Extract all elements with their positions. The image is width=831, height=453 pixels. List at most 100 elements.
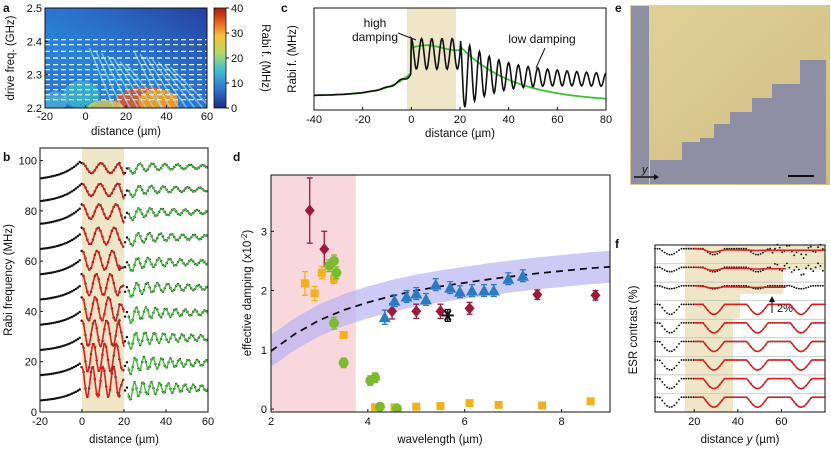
arrow-head-icon bbox=[654, 174, 659, 180]
x-tick-label: 0 bbox=[79, 416, 85, 428]
data-point-square bbox=[412, 402, 421, 411]
y-tick-label: 100 bbox=[19, 156, 37, 168]
x-tick-label: 20 bbox=[454, 114, 466, 126]
data-point-square bbox=[586, 397, 595, 406]
panel-f-shade-1 bbox=[685, 245, 825, 270]
fit-line-red bbox=[81, 296, 125, 322]
panel-e: e y bbox=[615, 1, 830, 185]
fit-line-red bbox=[694, 322, 825, 334]
y-tick-label: 2.4 bbox=[27, 36, 42, 48]
arrow-up-icon bbox=[769, 296, 775, 302]
data-point-star bbox=[443, 309, 452, 322]
colorbar-tick-label: 20 bbox=[231, 53, 243, 65]
panel-f-frame bbox=[654, 244, 826, 413]
y-tick-label: 2.5 bbox=[27, 3, 42, 15]
y-tick-label: 3 bbox=[261, 226, 267, 238]
heatmap-yellow-region bbox=[87, 100, 124, 108]
fit-line-green bbox=[127, 185, 208, 198]
data-point-diamond bbox=[435, 305, 446, 318]
x-tick-label: -20 bbox=[37, 111, 53, 123]
heatmap-streak bbox=[113, 58, 147, 108]
panel-d-frame bbox=[270, 174, 611, 413]
micrograph-stair-region bbox=[650, 60, 826, 184]
panel-b-ylabel: Rabi frequency (MHz) bbox=[3, 224, 15, 336]
fit-line-green bbox=[127, 282, 208, 298]
data-point-square bbox=[300, 279, 309, 288]
colorbar-label: Rabi f. (MHz) bbox=[259, 24, 271, 92]
data-point-triangle bbox=[410, 287, 423, 299]
panel-c-label: c bbox=[281, 1, 288, 15]
x-tick-label: 2 bbox=[268, 416, 274, 428]
heatmap-streak bbox=[163, 64, 204, 108]
data-point-triangle bbox=[444, 281, 457, 293]
panel-f-label: f bbox=[615, 237, 620, 251]
panel-d-model-line bbox=[271, 265, 610, 352]
y-tick-label: 60 bbox=[25, 256, 37, 268]
x-tick-label: 4 bbox=[365, 416, 371, 428]
panel-a-label: a bbox=[3, 1, 10, 15]
panel-e-label: e bbox=[615, 1, 622, 15]
data-point-square bbox=[494, 400, 503, 409]
x-tick-label: 40 bbox=[732, 416, 744, 428]
data-point-circle bbox=[328, 255, 339, 266]
panel-d-xlabel: wavelength (µm) bbox=[396, 434, 482, 446]
data-point-circle bbox=[391, 403, 402, 412]
data-point-triangle bbox=[400, 290, 413, 302]
x-tick-label: 0 bbox=[408, 114, 414, 126]
data-point-circle bbox=[338, 357, 349, 368]
fit-line-red bbox=[694, 396, 825, 408]
x-tick-label: 60 bbox=[551, 114, 563, 126]
data-point-square bbox=[465, 399, 474, 408]
fit-line-green bbox=[127, 356, 208, 376]
data-point-triangle bbox=[388, 294, 401, 306]
x-tick-label: 60 bbox=[201, 111, 213, 123]
panel-f-shade-4 bbox=[685, 318, 733, 412]
annotation-high-pointer bbox=[397, 32, 417, 41]
x-tick-label: 40 bbox=[160, 111, 172, 123]
fit-line-red bbox=[81, 203, 125, 224]
y-tick-label: 80 bbox=[25, 206, 37, 218]
fit-line-red bbox=[694, 303, 825, 316]
data-point-circle bbox=[331, 267, 342, 278]
data-point-triangle bbox=[453, 285, 466, 297]
data-point-circle bbox=[370, 372, 381, 383]
panel-f-xlabel: distance y (µm) bbox=[701, 434, 780, 446]
panel-b-xlabel: distance (µm) bbox=[89, 434, 159, 446]
panel-d-label: d bbox=[233, 150, 240, 164]
annotation-high-damping-2: damping bbox=[352, 30, 398, 44]
annotation-high-damping-1: high bbox=[364, 16, 387, 30]
fit-line-red bbox=[694, 340, 825, 353]
fit-line-red bbox=[81, 182, 125, 200]
panel-f: f 20 40 60 2% ESR contrast (%) distance y … bbox=[615, 237, 826, 446]
data-point-triangle bbox=[478, 284, 491, 296]
panel-c: c -40 -20 0 20 40 60 80 Rabi f. (MHz) distance… bbox=[281, 1, 612, 140]
panel-a-heatmap bbox=[45, 8, 207, 108]
x-tick-label: -40 bbox=[306, 114, 322, 126]
fit-line-red bbox=[81, 226, 125, 249]
data-point-diamond bbox=[532, 288, 543, 301]
panel-b-label: b bbox=[3, 150, 10, 164]
x-tick-label: -20 bbox=[32, 416, 48, 428]
heatmap-streak bbox=[125, 63, 164, 108]
micrograph-axis-y: y bbox=[641, 164, 649, 176]
x-tick-label: 20 bbox=[118, 416, 130, 428]
fit-line-green bbox=[127, 331, 208, 350]
panel-c-ylabel: Rabi f. (MHz) bbox=[287, 25, 299, 93]
heatmap-streak bbox=[94, 50, 123, 108]
data-point-square bbox=[436, 402, 445, 411]
fit-line-red bbox=[81, 364, 125, 399]
fit-line-red bbox=[81, 342, 125, 374]
fit-line-red bbox=[694, 285, 786, 289]
data-point-triangle bbox=[516, 269, 529, 281]
y-tick-label: 40 bbox=[25, 306, 37, 318]
data-point-triangle bbox=[502, 272, 515, 284]
data-point-diamond bbox=[464, 302, 475, 315]
data-point-triangle bbox=[378, 311, 391, 323]
x-tick-label: 60 bbox=[775, 416, 787, 428]
fit-line-green bbox=[127, 232, 208, 247]
data-point-triangle bbox=[419, 293, 432, 305]
y-tick-label: 1 bbox=[261, 345, 267, 357]
panel-c-simulation-line bbox=[314, 35, 607, 108]
